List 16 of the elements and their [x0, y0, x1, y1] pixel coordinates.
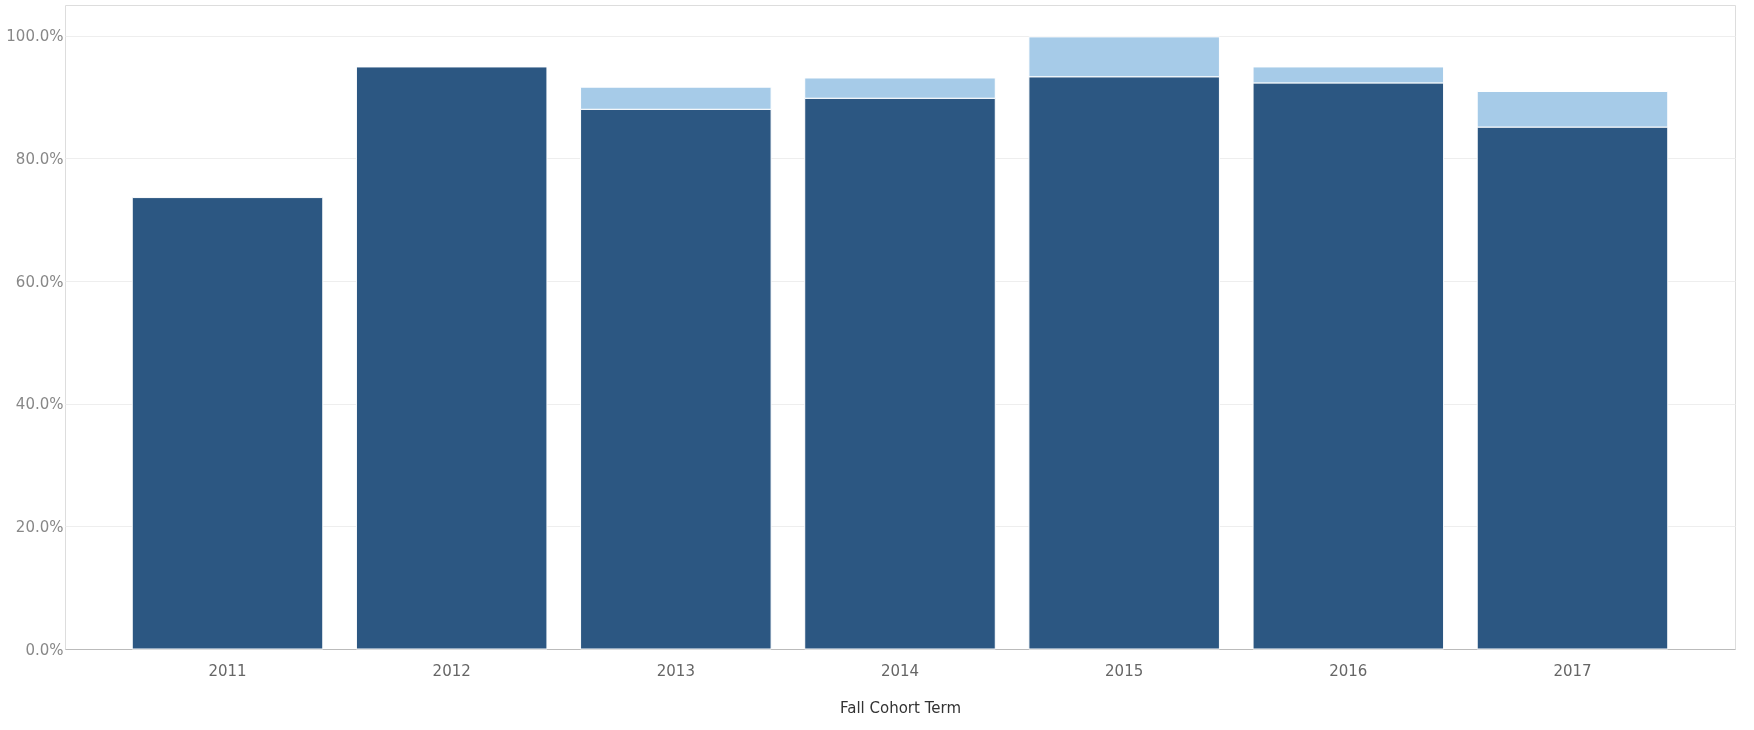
bar: [131, 197, 324, 650]
x-tick-label: 2016: [1329, 661, 1368, 680]
y-tick-label: 100.0%: [6, 27, 64, 46]
y-tick-label: 60.0%: [15, 272, 64, 291]
y-tick-label: 40.0%: [15, 395, 64, 414]
x-tick-label: 2014: [880, 661, 920, 680]
x-axis-title: Fall Cohort Term: [839, 698, 962, 717]
x-tick-label: 2012: [432, 661, 471, 680]
y-tick-label: 80.0%: [15, 149, 64, 168]
x-tick-label: 2015: [1105, 661, 1144, 680]
x-tick-label: 2011: [208, 661, 247, 680]
bar: [355, 66, 548, 650]
x-tick-label: 2017: [1553, 661, 1592, 680]
x-tick-label: 2013: [656, 661, 695, 680]
y-tick-label: 0.0%: [25, 640, 64, 659]
y-tick-label: 20.0%: [15, 517, 64, 536]
